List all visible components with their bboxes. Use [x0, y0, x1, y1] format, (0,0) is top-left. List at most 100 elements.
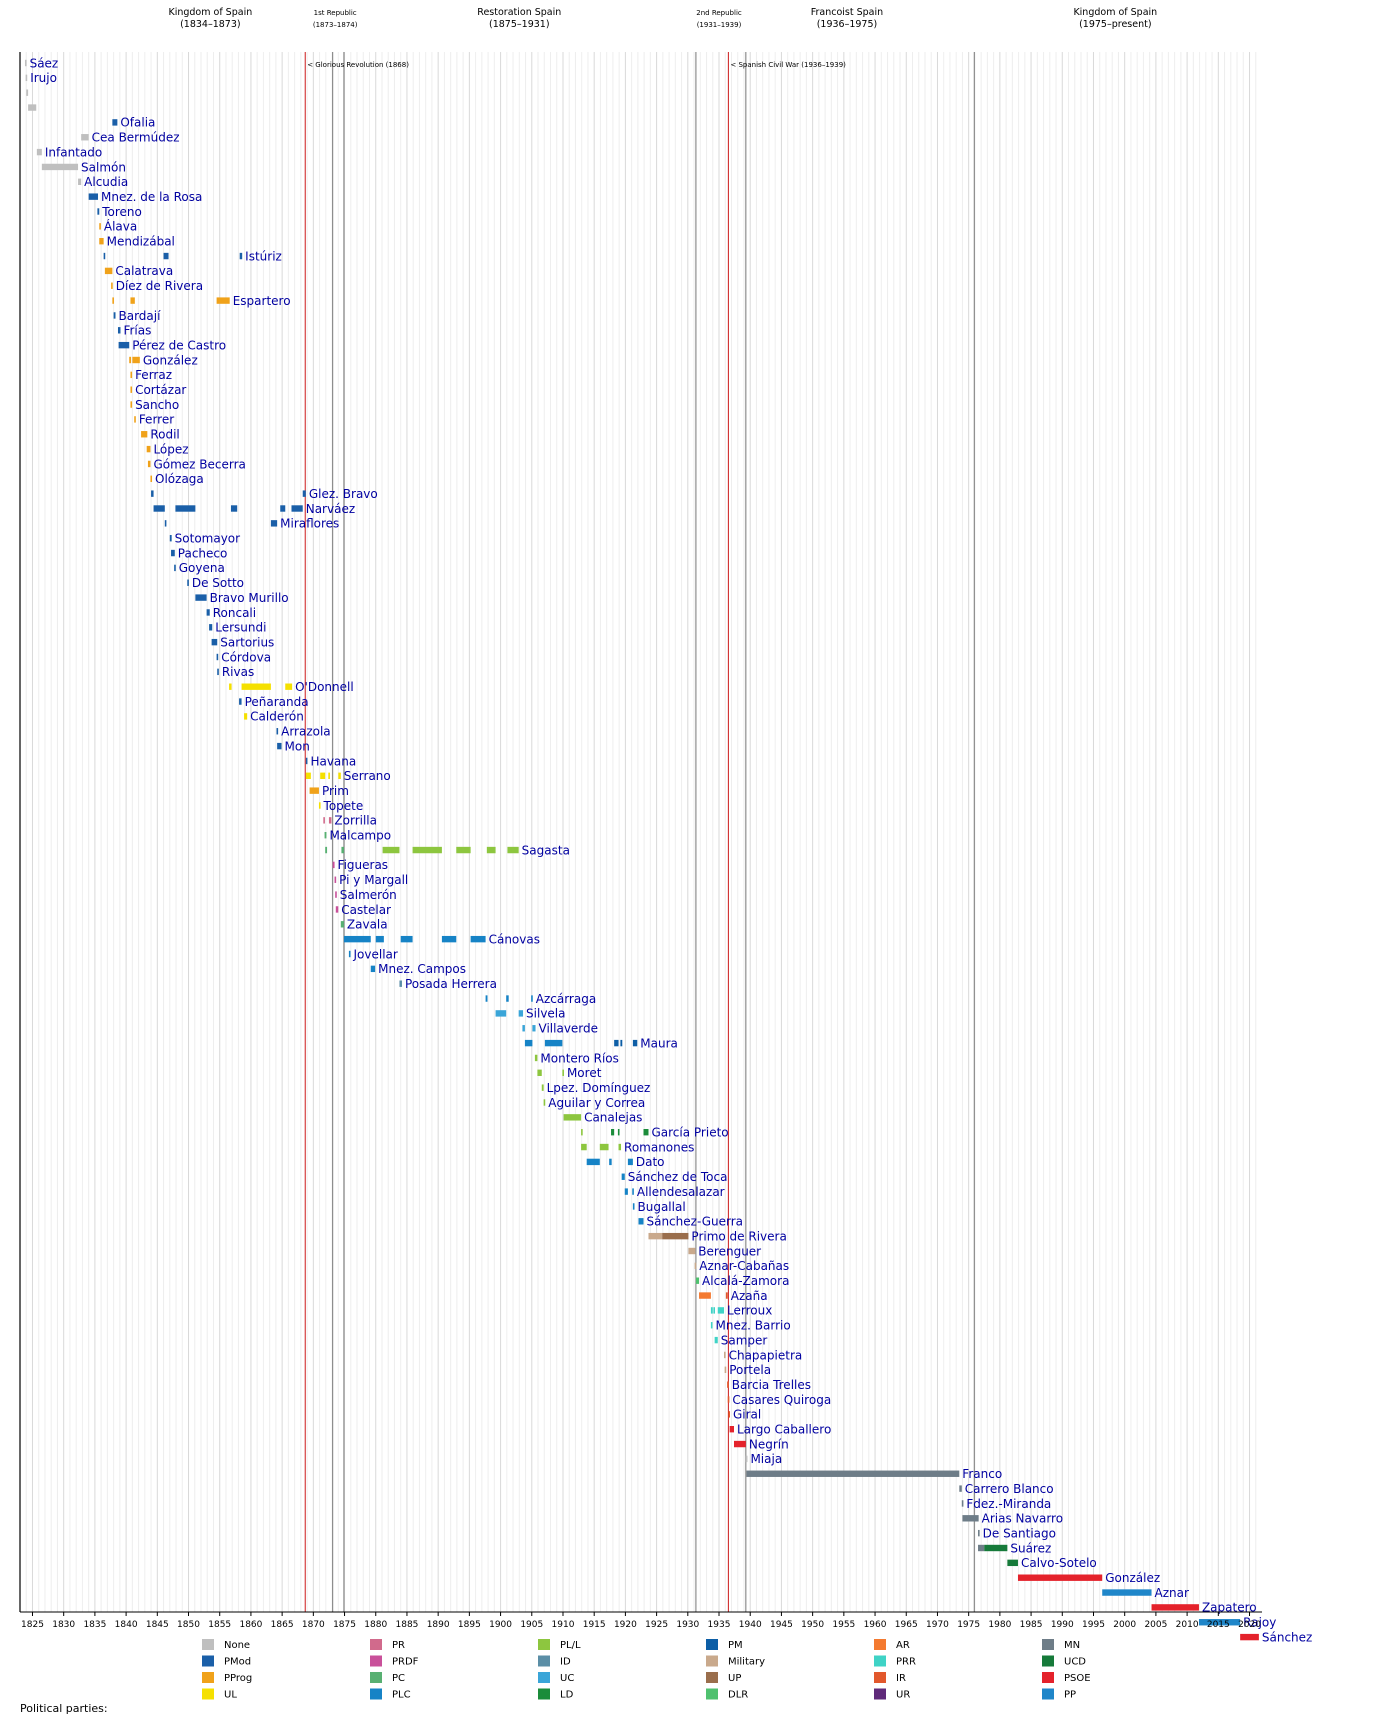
- officeholder-name: Infantado: [45, 145, 102, 159]
- legend-swatch: [706, 1672, 718, 1683]
- officeholder-name: García Prieto: [651, 1126, 728, 1140]
- term-bar: [581, 1143, 587, 1151]
- term-bar: [456, 846, 471, 854]
- x-tick-label: 1920: [614, 1620, 637, 1630]
- term-bar: [163, 252, 169, 260]
- term-bar: [727, 1396, 730, 1403]
- officeholder-name: López: [153, 442, 188, 456]
- term-bar: [239, 252, 243, 260]
- term-bar: [325, 846, 328, 854]
- officeholder-name: Zorrilla: [334, 814, 377, 828]
- officeholder-name: Sotomayor: [175, 532, 240, 546]
- era-years: (1875–1931): [489, 19, 550, 30]
- legend-label: PProg: [224, 1673, 252, 1684]
- term-bars: [24, 59, 1259, 1641]
- grid-lines: < Glorious Revolution (1868) < Spanish Ci…: [19, 52, 1257, 1612]
- term-bar: [26, 89, 29, 96]
- term-bar: [270, 520, 278, 527]
- officeholder-name: Pacheco: [178, 546, 228, 560]
- term-bar: [216, 653, 219, 661]
- officeholder-name: Jovellar: [353, 947, 398, 961]
- term-bar: [632, 1203, 635, 1210]
- legend-swatch: [874, 1639, 886, 1650]
- officeholder-name: Cánovas: [489, 932, 540, 946]
- term-bar: [632, 1188, 634, 1195]
- officeholder-name: Bravo Murillo: [210, 591, 289, 605]
- officeholder-name: Lpez. Domínguez: [547, 1081, 651, 1095]
- term-bar: [169, 535, 172, 542]
- term-bar: [624, 1188, 628, 1195]
- term-bar: [710, 1307, 713, 1314]
- legend-label: None: [224, 1640, 250, 1651]
- legend-swatch: [538, 1655, 550, 1667]
- legend-label: MN: [1064, 1640, 1080, 1651]
- era-years: (1873–1874): [313, 21, 358, 29]
- officeholder-name: Topete: [323, 799, 364, 813]
- officeholder-name: Malcampo: [329, 829, 391, 843]
- officeholder-name: Mnez. Campos: [378, 962, 466, 976]
- term-bar: [338, 772, 341, 779]
- term-bar: [733, 1440, 746, 1448]
- x-tick-label: 2010: [1176, 1620, 1199, 1630]
- officeholder-name: Mnez. de la Rosa: [101, 190, 202, 204]
- term-bar: [382, 846, 400, 854]
- term-bar: [129, 356, 132, 364]
- legend-swatch: [202, 1639, 214, 1650]
- x-tick-label: 1945: [770, 1620, 793, 1630]
- term-bar: [211, 638, 218, 646]
- officeholder-name: Miraflores: [280, 517, 339, 531]
- x-tick-label: 2005: [1144, 1620, 1167, 1630]
- term-bar: [41, 163, 79, 171]
- officeholder-name: Pérez de Castro: [132, 338, 226, 352]
- x-tick-label: 1955: [832, 1620, 855, 1630]
- officeholder-name: Romanones: [624, 1140, 694, 1154]
- term-bar: [643, 1129, 649, 1136]
- term-bar: [25, 74, 28, 82]
- era-label: Francoist Spain: [811, 7, 883, 18]
- officeholder-name: Samper: [721, 1333, 768, 1347]
- term-bar: [130, 371, 133, 379]
- officeholder-name: Pi y Margall: [339, 873, 408, 887]
- term-bar: [506, 995, 509, 1002]
- officeholder-name: Sancho: [135, 398, 179, 412]
- officeholder-name: Castelar: [341, 903, 391, 917]
- term-bar: [112, 297, 114, 304]
- officeholder-name: Lerroux: [727, 1304, 772, 1318]
- term-bar: [537, 1069, 542, 1076]
- officeholder-name: Prim: [322, 784, 349, 798]
- legend-swatch: [202, 1688, 214, 1700]
- term-bar: [111, 282, 113, 289]
- term-bar: [648, 1232, 663, 1240]
- officeholder-name: Alcalá-Zamora: [702, 1274, 789, 1288]
- officeholder-name: Olózaga: [155, 472, 204, 486]
- legend-swatch: [874, 1655, 886, 1667]
- legend-swatch: [370, 1639, 382, 1650]
- term-bar: [97, 208, 100, 215]
- officeholder-name: Suárez: [1010, 1541, 1051, 1555]
- x-tick-label: 1845: [146, 1620, 169, 1630]
- officeholder-name: Allendesalazar: [637, 1185, 725, 1199]
- term-bar: [694, 1262, 697, 1270]
- era-label: Kingdom of Spain: [1073, 7, 1157, 18]
- term-bar: [1017, 1574, 1103, 1581]
- era-label: 1st Republic: [314, 9, 357, 17]
- term-bar: [103, 252, 106, 260]
- officeholder-name: Zapatero: [1202, 1601, 1257, 1615]
- officeholder-name: Calvo-Sotelo: [1021, 1556, 1097, 1570]
- officeholder-name: Bugallal: [637, 1200, 685, 1214]
- term-bar: [113, 312, 116, 319]
- term-bar: [717, 1307, 725, 1314]
- officeholder-name: Ferraz: [135, 368, 172, 382]
- term-bar: [230, 505, 238, 512]
- legend-label: IR: [896, 1673, 906, 1684]
- term-bar: [962, 1515, 979, 1522]
- x-tick-label: 1890: [427, 1620, 450, 1630]
- officeholder-name: Posada Herrera: [405, 977, 497, 991]
- officeholder-name: Azcárraga: [536, 992, 596, 1006]
- x-tick-label: 1905: [520, 1620, 543, 1630]
- officeholder-name: González: [1105, 1571, 1160, 1585]
- term-bar: [518, 1010, 524, 1017]
- term-bar: [88, 193, 99, 200]
- x-tick-label: 1885: [396, 1620, 419, 1630]
- officeholder-name: Mnez. Barrio: [716, 1319, 791, 1333]
